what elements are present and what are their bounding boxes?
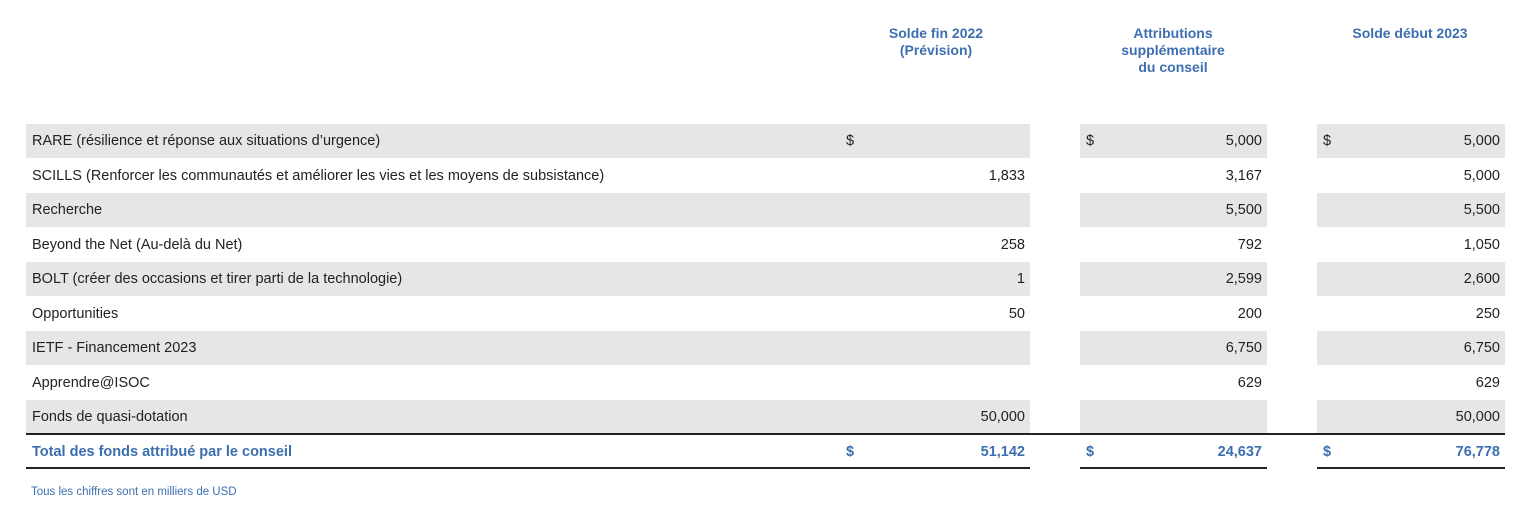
footnote: Tous les chiffres sont en milliers de US… — [31, 486, 237, 498]
col-b-cell: 2,599 — [1080, 262, 1267, 296]
total-value-a: 51,142 — [980, 444, 1025, 460]
col-b-cell: 792 — [1080, 228, 1267, 262]
col-c-cell: $5,000 — [1317, 124, 1505, 158]
table-row: Recherche 5,500 5,500 — [26, 193, 1505, 227]
value-c: 5,500 — [1463, 202, 1500, 218]
value-a: 1 — [1016, 271, 1025, 287]
total-col-b: $ 24,637 — [1080, 435, 1267, 469]
col-b-cell — [1080, 400, 1267, 434]
row-label: Recherche — [32, 202, 103, 218]
table-row: Apprendre@ISOC 629 629 — [26, 366, 1505, 400]
col-b-cell: 6,750 — [1080, 331, 1267, 365]
table-row: 258 Beyond the Net (Au-delà du Net) 792 1,0… — [26, 228, 1505, 262]
value-c: 50,000 — [1455, 409, 1500, 425]
col-b-cell: 629 — [1080, 366, 1267, 400]
row-label: BOLT (créer des occasions et tirer parti… — [32, 271, 403, 287]
row-label: Fonds de quasi-dotation — [32, 409, 188, 425]
table-row: 50 Opportunities 200 250 — [26, 297, 1505, 331]
value-b: 5,000 — [1225, 133, 1262, 149]
table-row: 1 BOLT (créer des occasions et tirer part… — [26, 262, 1505, 296]
row-label: Beyond the Net (Au-delà du Net) — [32, 236, 243, 253]
value-c: 5,000 — [1463, 167, 1500, 184]
total-value-b: 24,637 — [1217, 444, 1262, 460]
col-c-cell: 1,050 — [1317, 228, 1505, 262]
col-b-cell: 200 — [1080, 297, 1267, 331]
col-b-cell: 3,167 — [1080, 159, 1267, 193]
col-a-cell: 50 — [26, 297, 1030, 331]
value-b: 2,599 — [1225, 271, 1262, 287]
value-b: 5,500 — [1225, 202, 1262, 218]
value-b: 6,750 — [1225, 340, 1262, 356]
table-row: IETF - Financement 2023 6,750 6,750 — [26, 331, 1505, 365]
col-c-cell: 50,000 — [1317, 400, 1505, 434]
col-a-cell — [26, 366, 1030, 400]
table-row: 50,000 Fonds de quasi-dotation 50,000 — [26, 400, 1505, 434]
value-a: 50,000 — [980, 409, 1025, 425]
currency-a: $ — [846, 133, 855, 149]
row-label: IETF - Financement 2023 — [32, 340, 197, 356]
value-c: 250 — [1475, 305, 1500, 322]
total-currency-c: $ — [1323, 444, 1332, 460]
table-row: 1,833 SCILLS (Renforcer les communautés e… — [26, 159, 1505, 193]
row-label: RARE (résilience et réponse aux situatio… — [32, 133, 381, 149]
total-bottom-rule-c — [1317, 467, 1505, 469]
row-label: SCILLS (Renforcer les communautés et amé… — [32, 167, 605, 184]
value-c: 1,050 — [1463, 236, 1500, 253]
header-attributions: Attributions supplémentaire du conseil — [1121, 25, 1225, 75]
value-a: 50 — [1008, 305, 1025, 322]
col-a-cell — [26, 193, 1030, 227]
currency-b: $ — [1086, 133, 1095, 149]
total-currency-b: $ — [1086, 444, 1095, 460]
value-c: 629 — [1475, 374, 1500, 391]
col-a-cell — [26, 331, 1030, 365]
value-b: 200 — [1237, 305, 1262, 322]
row-label: Apprendre@ISOC — [32, 374, 150, 391]
total-currency-a: $ — [846, 444, 855, 460]
col-a-cell: 1,833 — [26, 159, 1030, 193]
col-b-cell: 5,500 — [1080, 193, 1267, 227]
value-a: 258 — [1000, 236, 1025, 253]
total-col-c: $ 76,778 — [1317, 435, 1505, 469]
value-b: 629 — [1237, 374, 1262, 391]
value-a: 1,833 — [988, 167, 1025, 184]
total-col-a: $ 51,142 — [26, 435, 1030, 469]
value-c: 2,600 — [1463, 271, 1500, 287]
col-a-cell: 1 — [26, 262, 1030, 296]
value-c: 6,750 — [1463, 340, 1500, 356]
col-c-cell: 5,500 — [1317, 193, 1505, 227]
col-a-cell: $ — [26, 124, 1030, 158]
value-b: 3,167 — [1225, 167, 1262, 184]
col-c-cell: 250 — [1317, 297, 1505, 331]
total-bottom-rule-b — [1080, 467, 1267, 469]
col-c-cell: 2,600 — [1317, 262, 1505, 296]
total-top-rule — [26, 433, 1505, 435]
col-b-cell: $5,000 — [1080, 124, 1267, 158]
col-c-cell: 6,750 — [1317, 331, 1505, 365]
currency-c: $ — [1323, 133, 1332, 149]
header-solde-debut-2023: Solde début 2023 — [1352, 25, 1468, 41]
total-row: Total des fonds attribué par le conseil … — [26, 435, 1505, 469]
col-c-cell: 629 — [1317, 366, 1505, 400]
col-c-cell: 5,000 — [1317, 159, 1505, 193]
value-c: 5,000 — [1463, 133, 1500, 149]
table-row: $ RARE (résilience et réponse aux situati… — [26, 124, 1505, 158]
header-solde-fin-2022: Solde fin 2022 (Prévision) — [888, 25, 984, 58]
total-value-c: 76,778 — [1455, 444, 1500, 460]
total-label: Total des fonds attribué par le conseil — [32, 444, 292, 460]
total-bottom-rule-label — [26, 467, 1030, 469]
col-a-cell: 258 — [26, 228, 1030, 262]
col-a-cell: 50,000 — [26, 400, 1030, 434]
value-b: 792 — [1237, 236, 1262, 253]
row-label: Opportunities — [32, 305, 119, 322]
